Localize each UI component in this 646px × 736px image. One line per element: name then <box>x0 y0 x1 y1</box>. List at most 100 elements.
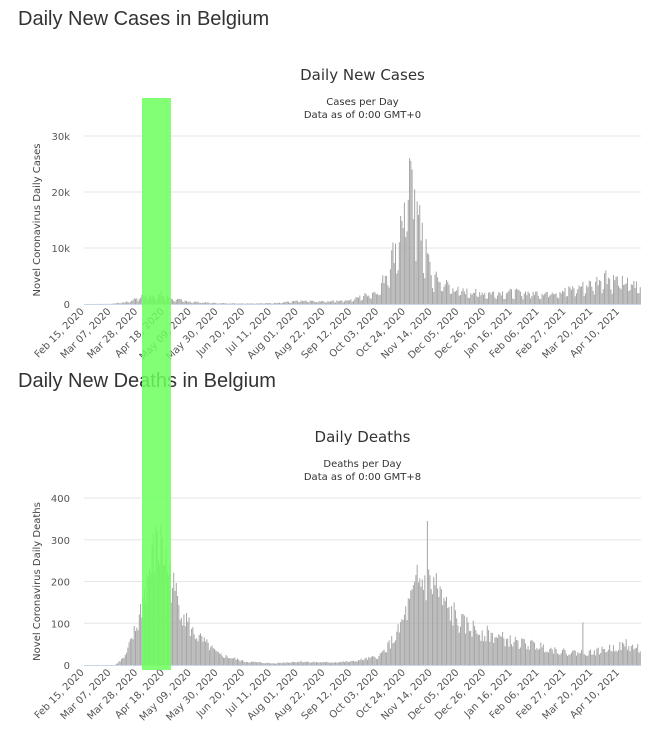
data-bar <box>415 261 417 304</box>
data-bar <box>194 301 196 304</box>
y-tick-label: 20k <box>51 188 70 199</box>
data-bar <box>263 663 265 665</box>
data-bar <box>623 643 625 665</box>
data-bar <box>475 288 477 304</box>
data-bar <box>115 303 117 304</box>
data-bar <box>434 585 436 665</box>
data-bar <box>359 295 361 304</box>
data-bar <box>563 648 565 665</box>
data-bar <box>219 653 221 665</box>
data-bar <box>500 636 502 665</box>
data-bar <box>323 301 325 304</box>
y-tick-label: 30k <box>51 132 70 143</box>
data-bar <box>601 293 603 304</box>
data-bar <box>386 652 388 665</box>
data-bar <box>639 651 641 665</box>
data-bar <box>233 303 235 304</box>
data-bar <box>419 205 421 304</box>
data-bar <box>499 635 501 665</box>
data-bar <box>536 291 538 304</box>
data-bar <box>576 655 578 665</box>
data-bar <box>250 661 252 665</box>
data-bar <box>388 287 390 304</box>
data-bar <box>498 634 500 665</box>
data-bar <box>630 284 632 304</box>
data-bar <box>620 289 622 304</box>
data-bar <box>388 640 390 665</box>
data-bar <box>403 202 405 304</box>
data-bar <box>120 303 122 304</box>
data-bar <box>351 301 353 304</box>
data-bar <box>430 275 432 304</box>
data-bar <box>296 300 298 304</box>
data-bar <box>395 243 397 304</box>
chart-data-note: Data as of 0:00 GMT+0 <box>304 110 421 121</box>
data-bar <box>393 642 395 665</box>
data-bar <box>349 661 351 665</box>
data-bar <box>471 294 473 304</box>
data-bar <box>224 303 226 304</box>
data-bar <box>632 644 634 665</box>
data-bar <box>205 302 207 304</box>
data-bar <box>245 662 247 665</box>
data-bar <box>457 625 459 665</box>
data-bar <box>588 650 590 665</box>
data-bar <box>615 650 617 665</box>
data-bar <box>277 662 279 665</box>
data-bar <box>635 281 637 304</box>
data-bar <box>453 602 455 666</box>
data-bar <box>569 654 571 665</box>
data-bar <box>127 301 129 304</box>
data-bar <box>222 303 224 304</box>
data-bar <box>488 292 490 304</box>
data-bar <box>291 662 293 665</box>
data-bar <box>194 639 196 665</box>
data-bar <box>517 289 519 304</box>
data-bar <box>512 646 514 665</box>
data-bar <box>425 239 427 304</box>
data-bar <box>380 652 382 665</box>
data-bar <box>141 294 143 304</box>
data-bar <box>416 564 418 665</box>
data-bar <box>354 299 356 304</box>
y-tick-label: 300 <box>51 536 70 547</box>
data-bar <box>467 622 469 665</box>
data-bar <box>344 662 346 665</box>
data-bar <box>207 302 209 304</box>
data-bar <box>113 303 115 304</box>
data-bar <box>573 288 575 304</box>
data-bar <box>124 302 126 304</box>
data-bar <box>341 661 343 665</box>
data-bar <box>342 661 344 665</box>
data-bar <box>433 577 435 665</box>
data-bar <box>462 288 464 304</box>
data-bar <box>484 636 486 665</box>
data-bar <box>271 663 273 665</box>
data-bar <box>560 653 562 665</box>
data-bar <box>537 649 539 665</box>
data-bar <box>576 293 578 304</box>
data-bar <box>629 290 631 304</box>
data-bar <box>461 291 463 304</box>
data-bar <box>214 302 216 304</box>
data-bar <box>354 661 356 665</box>
data-bar <box>612 274 614 304</box>
data-bar <box>584 655 586 665</box>
data-bar <box>402 620 404 665</box>
chart-title: Daily Deaths <box>315 428 411 446</box>
data-bar <box>335 302 337 304</box>
data-bar <box>215 303 217 304</box>
data-bar <box>542 295 544 304</box>
data-bar <box>527 645 529 665</box>
data-bar <box>572 286 574 304</box>
data-bar <box>582 281 584 304</box>
data-bar <box>370 656 372 665</box>
data-bar <box>593 294 595 304</box>
data-bar <box>625 283 627 304</box>
data-bar <box>437 588 439 665</box>
chart-data-note: Data as of 0:00 GMT+8 <box>304 472 421 483</box>
data-bar <box>350 661 352 665</box>
data-bar <box>626 649 628 665</box>
data-bar <box>553 653 555 665</box>
data-bar <box>395 640 397 665</box>
